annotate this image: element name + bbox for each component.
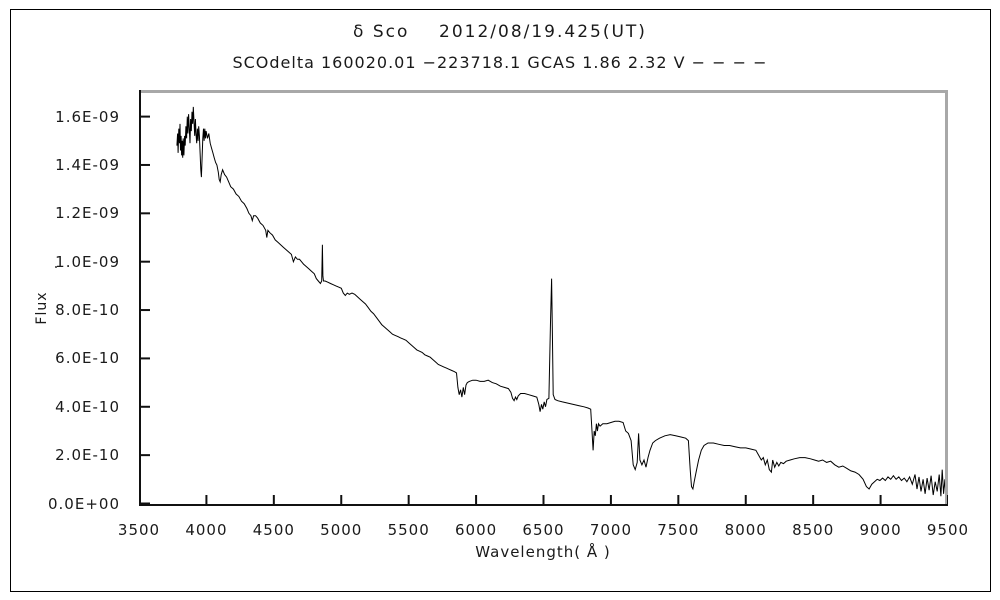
- x-tick-label: 9500: [926, 521, 970, 539]
- spectrum-line: [176, 106, 948, 500]
- figure-border: [10, 9, 991, 592]
- y-tick-label: 1.2E-09: [55, 204, 120, 223]
- x-tick-label: 8500: [792, 521, 835, 539]
- x-tick-label: 6500: [522, 521, 565, 539]
- x-tick-label: 5500: [387, 521, 430, 539]
- y-tick-label: 2.0E-10: [55, 446, 120, 465]
- x-tick-label: 4000: [185, 521, 228, 539]
- y-tick-label: 1.6E-09: [55, 107, 120, 126]
- y-tick-label: 0.0E+00: [48, 494, 120, 513]
- y-tick-label: 8.0E-10: [55, 301, 120, 320]
- x-tick-label: 3500: [117, 521, 161, 539]
- x-tick-label: 7000: [589, 521, 632, 539]
- chart-subtitle: SCOdelta 160020.01 −223718.1 GCAS 1.86 2…: [232, 53, 768, 72]
- x-tick-label: 6000: [454, 521, 498, 539]
- x-tick-label: 8000: [724, 521, 767, 539]
- x-tick-label: 7500: [657, 521, 700, 539]
- y-tick-label: 4.0E-10: [55, 397, 120, 416]
- y-tick-label: 1.4E-09: [55, 155, 120, 174]
- spectrum-plot-svg: [138, 90, 949, 506]
- x-tick-label: 4500: [252, 521, 295, 539]
- x-tick-label: 5000: [320, 521, 363, 539]
- plot-area: [138, 90, 949, 506]
- stray-dot-artifact: [55, 266, 57, 268]
- x-tick-label: 9000: [859, 521, 902, 539]
- y-tick-label: 6.0E-10: [55, 349, 120, 368]
- x-axis-label: Wavelength( Å ): [475, 543, 611, 561]
- chart-title: δ Sco 2012/08/19.425(UT): [353, 22, 647, 42]
- y-tick-label: 1.0E-09: [55, 252, 120, 271]
